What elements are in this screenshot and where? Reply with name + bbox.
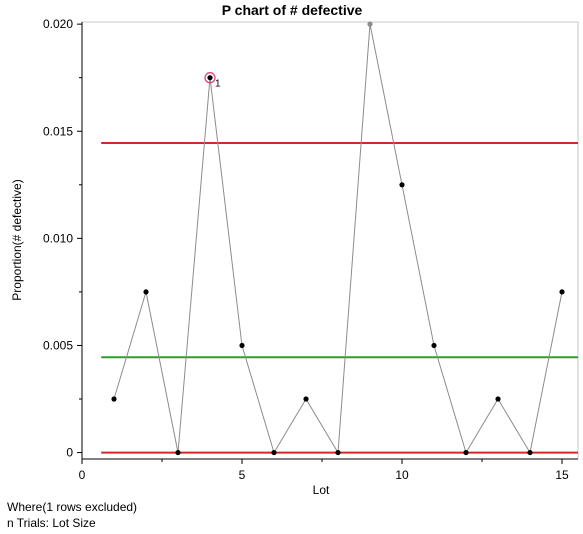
data-point xyxy=(303,396,309,402)
y-tick-label: 0 xyxy=(66,446,73,460)
y-tick-label: 0.010 xyxy=(43,231,73,245)
x-axis-label: Lot xyxy=(313,483,330,497)
series-line xyxy=(113,24,563,455)
x-tick-label: 5 xyxy=(239,468,246,482)
data-point xyxy=(431,342,437,349)
data-point xyxy=(559,289,565,295)
data-point xyxy=(527,449,533,456)
data-point xyxy=(367,21,373,27)
x-ticks: 0 5 10 15 xyxy=(79,459,569,482)
data-point xyxy=(399,182,405,188)
flag-ring xyxy=(204,72,216,84)
y-tick-label: 0.020 xyxy=(43,17,73,31)
data-points: 1 xyxy=(111,21,565,456)
y-ticks: 0 0.005 0.010 0.015 0.020 xyxy=(43,17,82,460)
data-point xyxy=(335,449,341,456)
x-tick-label: 10 xyxy=(395,468,409,482)
data-point xyxy=(175,449,181,456)
footnote-n-trials: n Trials: Lot Size xyxy=(7,516,96,530)
y-tick-label: 0.015 xyxy=(43,124,73,138)
data-point xyxy=(207,75,213,81)
data-point xyxy=(239,342,245,349)
plot-frame xyxy=(81,21,579,460)
y-tick-label: 0.005 xyxy=(43,338,73,352)
data-point xyxy=(495,396,501,402)
data-point xyxy=(463,449,469,456)
chart-title: P chart of # defective xyxy=(222,2,363,18)
control-limits xyxy=(101,142,578,454)
x-tick-label: 15 xyxy=(555,468,569,482)
axes xyxy=(81,22,578,460)
x-tick-label: 0 xyxy=(79,468,86,482)
flag-label: 1 xyxy=(215,79,221,90)
y-axis-label: Proportion(# defective) xyxy=(10,179,24,300)
data-point xyxy=(143,289,149,295)
data-point xyxy=(271,449,277,456)
footnote-rows-excluded: Where(1 rows excluded) xyxy=(7,500,138,514)
data-point xyxy=(111,396,117,402)
data-line xyxy=(113,24,563,455)
